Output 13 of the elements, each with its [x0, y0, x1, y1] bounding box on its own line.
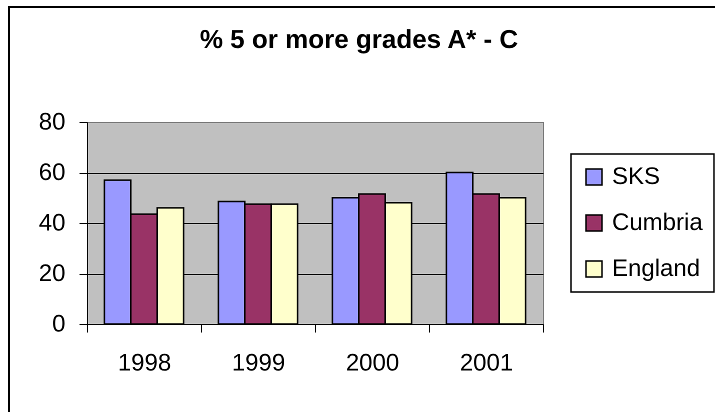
x-tick-label: 2000: [346, 350, 400, 376]
legend-label: Cumbria: [612, 209, 704, 236]
y-tick-label: 40: [38, 210, 66, 236]
x-tick-label: 1999: [232, 350, 286, 376]
y-tick-label: 0: [52, 310, 66, 338]
x-tick-label: 1998: [118, 350, 172, 376]
y-tick-label: 60: [38, 159, 66, 186]
chart-title: % 5 or more grades A* - C: [200, 24, 518, 54]
legend-label: SKS: [612, 163, 660, 190]
x-tick-label: 2001: [460, 350, 514, 376]
y-tick-label: 80: [38, 108, 66, 136]
legend-label: England: [612, 255, 700, 282]
y-tick-label: 20: [38, 260, 66, 287]
